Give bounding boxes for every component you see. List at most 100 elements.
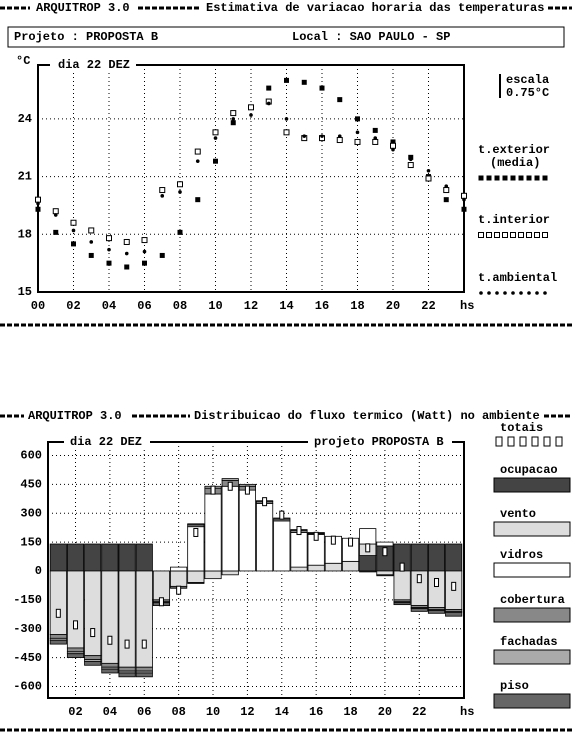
marker (159, 252, 165, 258)
x-tick-label: 18 (350, 299, 364, 313)
legend-marker (534, 232, 540, 238)
bar-segment (273, 520, 291, 572)
legend-marker (542, 232, 548, 238)
legend-marker (503, 291, 507, 295)
bar-segment (221, 570, 239, 576)
marker (160, 194, 165, 198)
marker (266, 101, 271, 106)
total-marker (262, 497, 268, 507)
y-tick-label: 450 (20, 478, 42, 492)
marker (107, 247, 111, 252)
bar-segment (204, 570, 222, 580)
marker (249, 113, 253, 117)
marker (88, 252, 94, 258)
bar-segment (307, 564, 325, 572)
legend-marker (518, 175, 524, 181)
legend-swatch (493, 477, 571, 493)
bar-segment (118, 666, 136, 672)
legend-marker (479, 291, 483, 295)
legend-label: piso (500, 679, 529, 693)
legend-marker (511, 291, 515, 295)
marker (407, 162, 414, 169)
legend-marker (534, 175, 540, 181)
date: dia 22 DEZ (58, 58, 130, 72)
legend-swatch (493, 521, 571, 537)
marker (53, 213, 58, 217)
x-tick-label: 06 (137, 299, 151, 313)
marker (319, 85, 325, 91)
legend-marker (502, 175, 508, 181)
x-tick-label: 18 (343, 705, 357, 719)
marker (53, 229, 59, 235)
bar-segment (376, 541, 394, 547)
legend-marker (510, 175, 516, 181)
marker (124, 264, 130, 270)
marker (35, 206, 41, 212)
bar-segment (376, 574, 394, 577)
bar-segment (445, 543, 463, 572)
label-bg (308, 435, 452, 449)
x-tick-label: 14 (279, 299, 293, 313)
legend-swatch (493, 649, 571, 665)
y-tick-label: 15 (18, 285, 32, 299)
marker (231, 117, 236, 121)
title: Estimativa de variacao horaria das tempe… (206, 1, 544, 15)
legend-label: t.interior (478, 213, 550, 227)
x-tick-label: 14 (275, 705, 289, 719)
total-marker (176, 585, 182, 595)
marker (337, 134, 342, 138)
bar-segment (118, 672, 136, 678)
legend-marker (518, 232, 524, 238)
legend-marker (507, 436, 515, 447)
bar-segment (84, 543, 102, 572)
marker (354, 138, 361, 145)
x-unit: hs (460, 299, 474, 313)
bar-segment (410, 608, 428, 612)
legend-marker (519, 436, 527, 447)
marker (337, 97, 343, 103)
marker (320, 134, 324, 138)
bar-segment (49, 639, 67, 645)
legend-label: t.exterior (478, 143, 550, 157)
legend-marker (535, 291, 539, 295)
legend-label: vento (500, 507, 536, 521)
marker (70, 219, 77, 226)
legend-marker (494, 232, 500, 238)
legend-marker (495, 291, 499, 295)
marker (283, 129, 290, 136)
total-marker (158, 597, 164, 607)
x-tick-label: 08 (171, 705, 185, 719)
legend-marker (526, 175, 532, 181)
bar-segment (427, 610, 446, 614)
legend-label: t.ambiental (478, 271, 557, 285)
total-marker (296, 526, 302, 536)
total-marker (313, 531, 319, 541)
bar-segment (204, 493, 222, 572)
bar-segment (66, 543, 85, 572)
total-marker (416, 574, 422, 584)
y-label: °C (16, 54, 30, 68)
total-marker (451, 581, 457, 591)
bar-segment (427, 570, 446, 608)
legend-marker (502, 232, 508, 238)
y-tick-label: 150 (20, 535, 42, 549)
marker (123, 238, 130, 245)
marker (408, 154, 414, 160)
marker (461, 192, 467, 199)
legend-label: vidros (500, 548, 543, 562)
x-tick-label: 16 (309, 705, 323, 719)
marker (177, 229, 183, 235)
y-tick-label: -150 (13, 593, 42, 607)
bar-segment (84, 570, 102, 657)
bar-segment (135, 543, 153, 572)
total-marker (244, 485, 250, 495)
scale-label: escala (506, 73, 549, 87)
total-marker (399, 562, 405, 572)
bar-segment (187, 582, 205, 584)
x-tick-label: 16 (315, 299, 329, 313)
project: Projeto : PROPOSTA B (14, 30, 158, 44)
bar-segment (221, 485, 239, 572)
marker (195, 159, 200, 163)
marker (372, 127, 378, 133)
marker (426, 169, 431, 173)
